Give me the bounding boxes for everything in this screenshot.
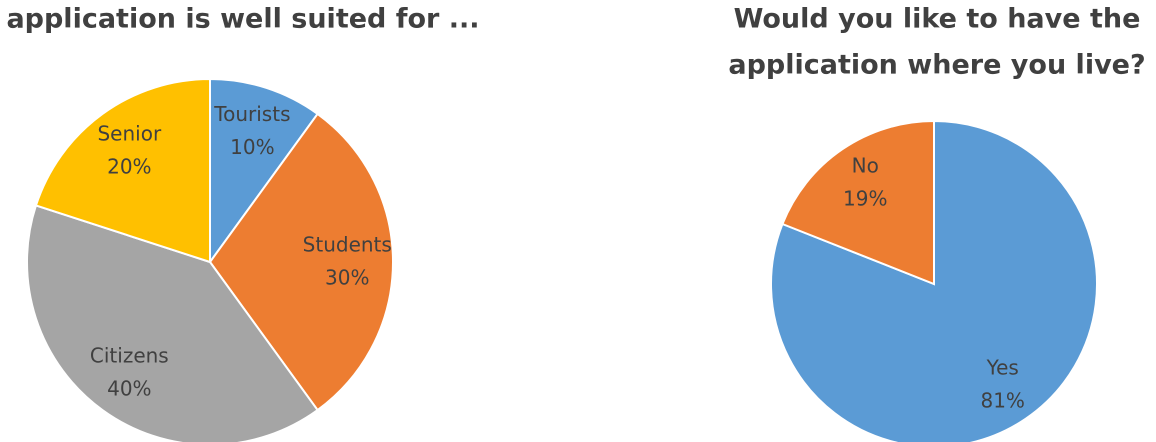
slice-category: Students <box>303 233 392 257</box>
slice-category: Citizens <box>90 344 169 368</box>
pie-slice <box>34 77 211 264</box>
slice-value-label: 19% <box>843 186 887 210</box>
chart-title: application where you live? <box>728 50 1145 81</box>
slice-category: Yes <box>986 356 1019 380</box>
slice-value-label: 40% <box>107 377 151 401</box>
slice-value-label: 81% <box>980 389 1024 413</box>
pie-slice <box>208 112 394 412</box>
chart-title: application is well suited for ... <box>6 4 479 35</box>
pie-slice <box>26 204 319 442</box>
slice-category: Tourists <box>213 102 290 126</box>
pie-slice <box>781 119 935 286</box>
slice-value-label: 10% <box>230 135 274 159</box>
pie-slice <box>209 77 319 266</box>
slice-category: Senior <box>97 121 161 145</box>
slice-value-label: 20% <box>107 154 151 178</box>
chart-title: Would you like to have the <box>734 4 1141 35</box>
slice-value-label: 30% <box>325 266 369 290</box>
slice-category: No <box>852 153 879 177</box>
